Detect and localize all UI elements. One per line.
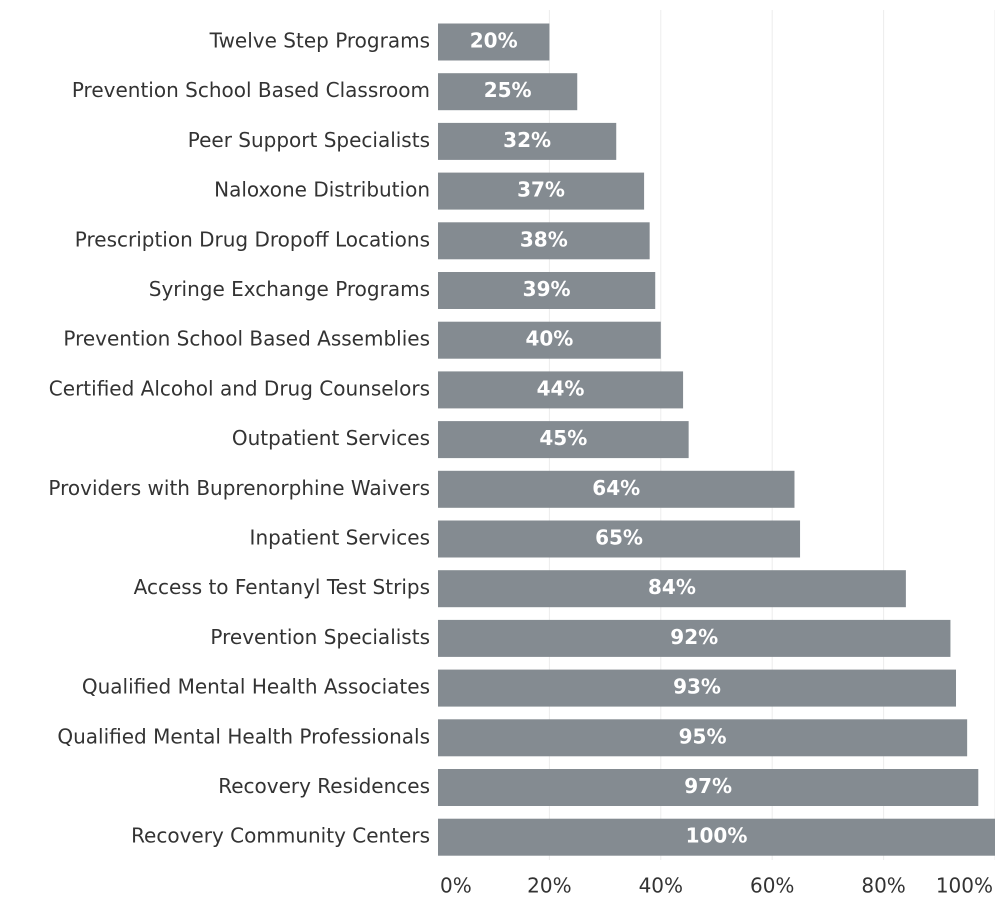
category-label: Certified Alcohol and Drug Counselors: [49, 376, 430, 400]
bar: [438, 272, 656, 309]
category-label: Syringe Exchange Programs: [149, 277, 430, 301]
value-label: 37%: [517, 178, 565, 202]
category-label: Inpatient Services: [250, 526, 430, 550]
x-tick-label: 100%: [936, 874, 993, 897]
value-label: 64%: [592, 476, 640, 500]
category-label: Access to Fentanyl Test Strips: [134, 575, 430, 599]
category-label: Prevention School Based Assemblies: [63, 327, 430, 351]
value-label: 84%: [648, 575, 696, 599]
bar: [438, 222, 650, 260]
value-label: 45%: [539, 426, 587, 450]
value-label: 25%: [484, 78, 532, 102]
value-label: 38%: [520, 227, 568, 251]
x-tick-label: 60%: [750, 874, 794, 897]
bar: [438, 122, 617, 160]
value-label: 20%: [470, 29, 518, 53]
bar: [438, 371, 684, 409]
value-label: 93%: [673, 675, 721, 699]
bar: [438, 73, 578, 111]
bar: [438, 321, 661, 359]
bar: [438, 719, 968, 757]
category-label: Prescription Drug Dropoff Locations: [75, 227, 430, 251]
bar: [438, 172, 645, 210]
category-label: Qualified Mental Health Associates: [82, 675, 430, 699]
bar: [438, 769, 979, 806]
x-tick-label: 40%: [639, 874, 683, 897]
value-label: 32%: [503, 128, 551, 152]
bar: [438, 520, 801, 558]
value-label: 97%: [684, 774, 732, 798]
value-label: 40%: [525, 327, 573, 351]
value-label: 44%: [537, 376, 585, 400]
category-label: Prevention Specialists: [210, 625, 430, 649]
category-label: Recovery Community Centers: [131, 824, 430, 848]
x-tick-label: 20%: [527, 874, 571, 897]
category-label: Twelve Step Programs: [209, 29, 430, 53]
category-label: Naloxone Distribution: [214, 178, 430, 202]
bar: [438, 421, 689, 459]
bar: [438, 619, 951, 657]
bar: [438, 818, 995, 856]
value-label: 65%: [595, 526, 643, 550]
value-label: 92%: [670, 625, 718, 649]
category-label: Qualified Mental Health Professionals: [57, 724, 430, 748]
bar: [438, 669, 957, 707]
x-tick-label: 0%: [440, 874, 472, 897]
category-label: Prevention School Based Classroom: [72, 78, 430, 102]
value-label: 100%: [686, 824, 748, 848]
value-label: 95%: [679, 724, 727, 748]
bar: [438, 570, 906, 608]
category-label: Providers with Buprenorphine Waivers: [48, 476, 430, 500]
category-label: Outpatient Services: [232, 426, 430, 450]
category-label: Peer Support Specialists: [188, 128, 430, 152]
value-label: 39%: [523, 277, 571, 301]
x-tick-label: 80%: [861, 874, 905, 897]
category-label: Recovery Residences: [218, 774, 430, 798]
bar: [438, 470, 795, 508]
bar: [438, 23, 550, 61]
